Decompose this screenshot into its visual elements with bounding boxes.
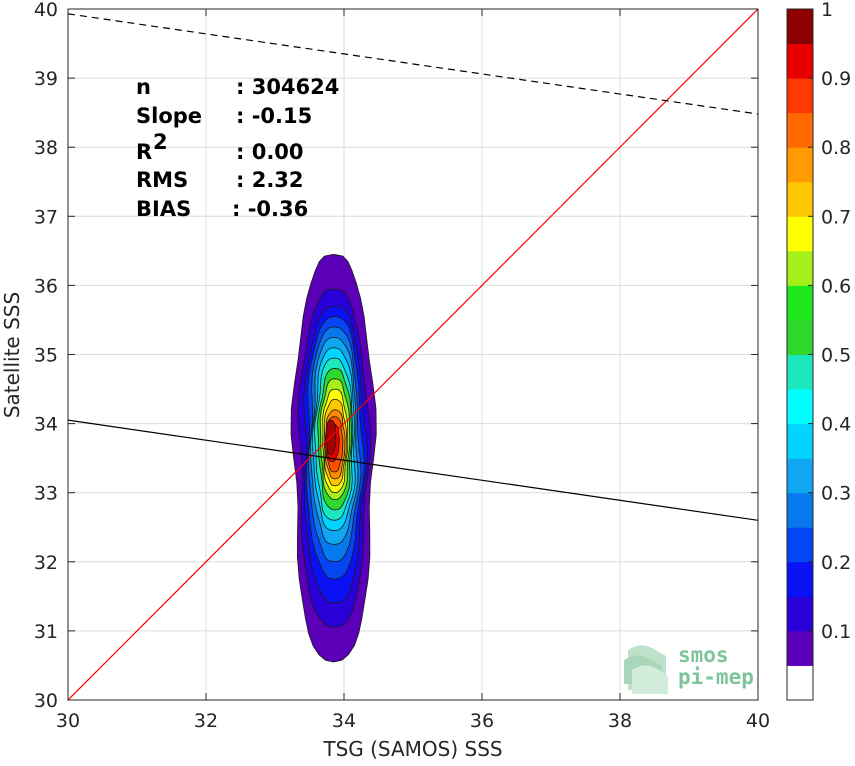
y-axis-ticks: 30 31 32 33 34 35 36 37 38 39 40 (34, 0, 758, 712)
y-tick-label: 36 (34, 275, 58, 297)
reference-line (68, 13, 758, 115)
y-tick-label: 31 (34, 621, 58, 643)
stat-value: : -0.15 (236, 104, 312, 128)
x-tick-label: 30 (56, 710, 80, 732)
colorbar-bin (787, 527, 813, 563)
colorbar-bin (787, 630, 813, 666)
stat-value: : -0.36 (232, 197, 308, 221)
stat-value: : 2.32 (236, 168, 304, 192)
colorbar-bin (787, 250, 813, 286)
colorbar-tick-label: 1 (821, 0, 833, 21)
stat-label: n (136, 75, 151, 99)
one-to-one-line (68, 9, 758, 700)
stat-label: RMS (136, 168, 188, 192)
x-tick-label: 38 (608, 710, 632, 732)
x-axis-label: TSG (SAMOS) SSS (322, 737, 502, 761)
y-tick-label: 37 (34, 206, 58, 228)
colorbar-bin (787, 561, 813, 597)
stat-value: : 304624 (236, 75, 339, 99)
colorbar-bin (787, 112, 813, 148)
y-tick-label: 32 (34, 552, 58, 574)
colorbar-bin (787, 596, 813, 632)
colorbar-bin (787, 354, 813, 390)
colorbar: 0.1 0.2 0.3 0.4 0.5 0.6 0.7 0.8 0.9 1 (786, 0, 851, 701)
stat-label: R (136, 140, 152, 164)
x-axis-ticks: 30 32 34 36 38 40 (56, 9, 770, 732)
y-tick-label: 39 (34, 68, 58, 90)
colorbar-bin (787, 423, 813, 459)
y-tick-label: 35 (34, 345, 58, 367)
colorbar-tick-label: 0.6 (821, 275, 851, 297)
colorbar-tick-label: 0.5 (821, 345, 851, 367)
logo-text-line2: pi-mep (678, 665, 754, 689)
colorbar-tick-label: 0.7 (821, 206, 851, 228)
colorbar-bin (787, 181, 813, 217)
y-tick-label: 33 (34, 483, 58, 505)
y-tick-label: 34 (34, 414, 58, 436)
colorbar-bin (787, 43, 813, 79)
colorbar-bin (787, 319, 813, 355)
grid-lines (67, 8, 759, 701)
colorbar-bin (787, 285, 813, 321)
colorbar-bin (787, 147, 813, 183)
colorbar-tick-label: 0.3 (821, 483, 851, 505)
smos-pi-mep-logo: smos pi-mep (624, 643, 754, 694)
stat-label: BIAS (136, 197, 191, 221)
stat-value: : 0.00 (236, 140, 304, 164)
colorbar-tick-label: 0.1 (821, 621, 851, 643)
logo-text-line1: smos (678, 643, 729, 667)
stat-label: Slope (136, 104, 202, 128)
colorbar-bin (787, 9, 813, 45)
colorbar-bin (787, 665, 813, 701)
statistics-box: n : 304624 Slope : -0.15 R 2 : 0.00 RMS : 2.32 BI… (136, 75, 339, 221)
fit-lines (68, 9, 758, 700)
colorbar-bin (787, 78, 813, 114)
colorbar-tick-label: 0.9 (821, 68, 851, 90)
stat-superscript: 2 (153, 130, 168, 154)
colorbar-bin (787, 492, 813, 528)
logo-wave-icon (624, 645, 668, 694)
x-tick-label: 40 (746, 710, 770, 732)
y-tick-label: 38 (34, 137, 58, 159)
y-axis-label: Satellite SSS (0, 292, 24, 418)
x-tick-label: 32 (194, 710, 218, 732)
y-tick-label: 40 (34, 0, 58, 21)
colorbar-tick-label: 0.8 (821, 137, 851, 159)
x-tick-label: 34 (332, 710, 356, 732)
regression-line (68, 419, 758, 521)
y-tick-label: 30 (34, 690, 58, 712)
colorbar-bin (787, 216, 813, 252)
colorbar-tick-label: 0.4 (821, 414, 851, 436)
colorbar-bin (787, 389, 813, 425)
colorbar-tick-label: 0.2 (821, 552, 851, 574)
colorbar-bin (787, 458, 813, 494)
x-tick-label: 36 (470, 710, 494, 732)
